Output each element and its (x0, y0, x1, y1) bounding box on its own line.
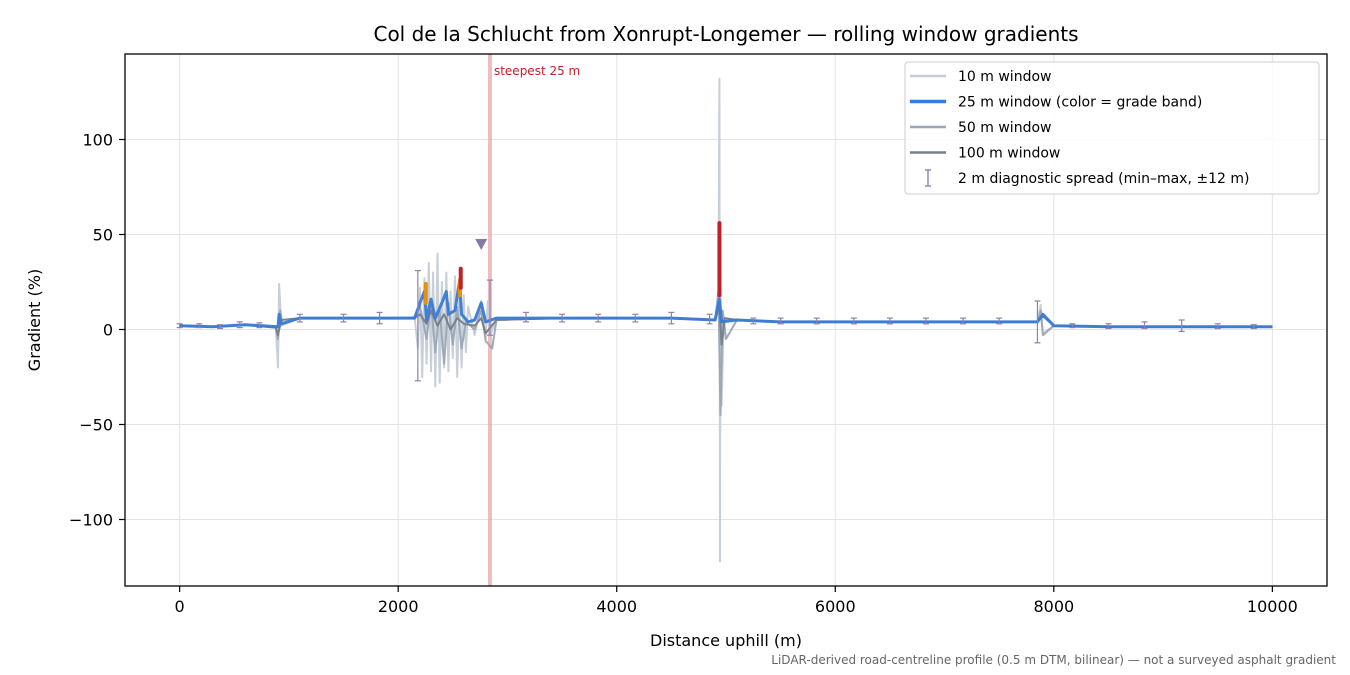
legend-box (904, 61, 1320, 195)
y-tick-label: −100 (69, 511, 113, 530)
series-line (179, 290, 1273, 416)
legend-label: 2 m diagnostic spread (min–max, ±12 m) (958, 171, 1249, 187)
y-tick-label: −50 (79, 416, 113, 435)
legend-label: 25 m window (color = grade band) (958, 95, 1202, 111)
x-axis-title: Distance uphill (m) (650, 631, 802, 650)
steepest-label: steepest 25 m (494, 64, 580, 78)
x-axis-ticks: 0 2000 4000 6000 8000 10000 (175, 586, 1298, 616)
plot-frame (124, 53, 1328, 587)
grade-band-highlight-layer (423, 221, 722, 305)
legend-label: 10 m window (958, 69, 1051, 85)
x-tick-label: 2000 (378, 597, 419, 616)
series-line (179, 280, 1273, 329)
legend: 10 m window 25 m window (color = grade ba… (904, 61, 1320, 195)
x-tick-label: 0 (175, 597, 185, 616)
y-tick-label: 50 (93, 226, 113, 245)
footnote: LiDAR-derived road-centreline profile (0… (771, 653, 1336, 667)
y-axis-ticks: 100 50 0 −50 −100 (69, 131, 125, 530)
x-tick-label: 4000 (596, 597, 637, 616)
x-tick-label: 6000 (815, 597, 856, 616)
x-tick-label: 10000 (1247, 597, 1298, 616)
legend-label: 100 m window (958, 146, 1060, 162)
y-axis-title: Gradient (%) (25, 269, 44, 371)
y-tick-label: 0 (103, 321, 113, 340)
marker-layer (475, 239, 488, 250)
legend-items: 10 m window 25 m window (color = grade ba… (910, 69, 1249, 187)
errorbar-layer (176, 270, 1257, 382)
chart-title: Col de la Schlucht from Xonrupt-Longemer… (373, 22, 1078, 46)
steepest-marker (475, 239, 488, 250)
x-tick-label: 8000 (1033, 597, 1074, 616)
y-tick-label: 100 (82, 131, 113, 150)
legend-label: 50 m window (958, 120, 1051, 136)
